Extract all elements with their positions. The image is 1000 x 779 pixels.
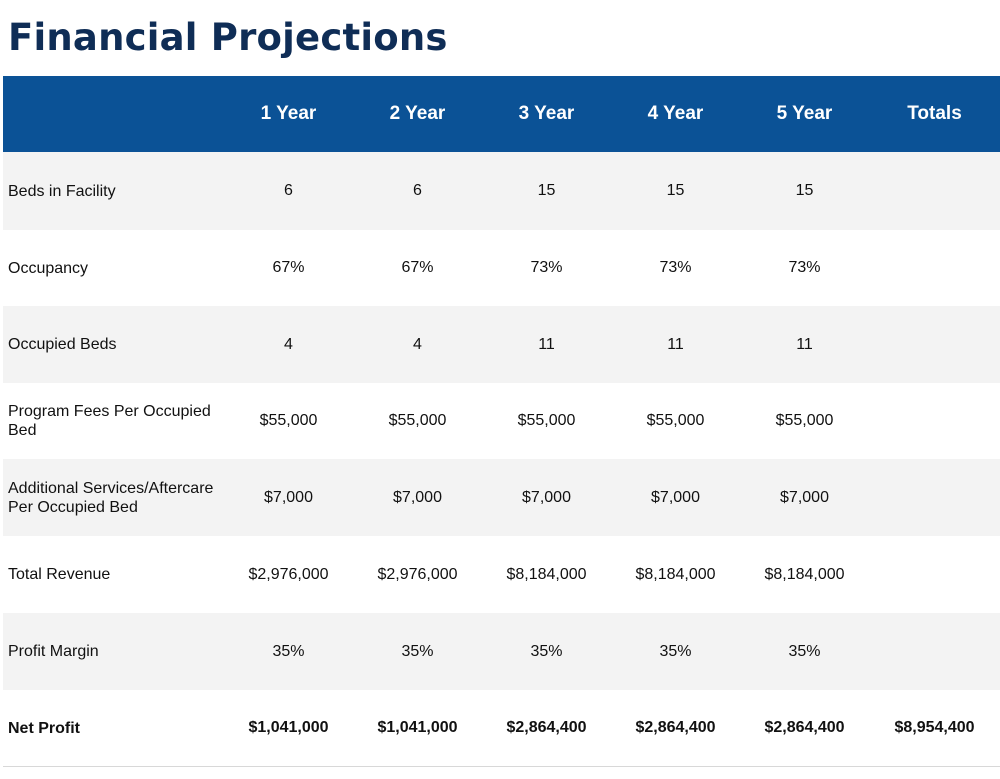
table-cell: $7,000 — [780, 488, 829, 506]
table-cell: $55,000 — [646, 412, 705, 429]
row-label: Total Revenue — [8, 566, 111, 583]
table-cell: $8,184,000 — [635, 565, 716, 583]
table-row: Profit Margin 35% 35% 35% 35% 35% — [3, 613, 1000, 690]
table-row: Beds in Facility 6 6 15 15 15 — [3, 152, 1000, 230]
table-cell — [869, 536, 1000, 613]
table-cell: $2,864,400 — [764, 719, 845, 736]
table-cell: 4 — [413, 335, 422, 353]
row-label: Profit Margin — [8, 643, 99, 660]
table-cell: $55,000 — [775, 412, 834, 429]
table-cell: 35% — [530, 642, 563, 660]
header-cell-year-2: 2 Year — [389, 103, 446, 124]
table-cell: 11 — [796, 335, 813, 353]
table-cell: $2,976,000 — [248, 565, 329, 583]
table-cell: $8,184,000 — [506, 565, 587, 583]
row-label: Occupied Beds — [8, 336, 117, 353]
table-cell — [869, 152, 1000, 230]
row-label: Additional Services/Aftercare Per Occupi… — [8, 479, 214, 516]
table-cell: 35% — [788, 642, 821, 660]
financial-projections-table: 1 Year 2 Year 3 Year 4 Year 5 Year Total… — [3, 76, 1000, 766]
header-cell-year-1: 1 Year — [260, 103, 317, 124]
page-title: Financial Projections — [8, 16, 448, 59]
table-row: Occupancy 67% 67% 73% 73% 73% — [3, 230, 1000, 306]
table-row: Total Revenue $2,976,000 $2,976,000 $8,1… — [3, 536, 1000, 613]
table-cell: 73% — [659, 259, 692, 276]
table-cell: $7,000 — [264, 488, 313, 506]
header-cell-year-3: 3 Year — [518, 103, 575, 124]
row-label: Program Fees Per Occupied Bed — [8, 403, 211, 439]
row-label: Beds in Facility — [8, 182, 116, 200]
table-cell: 15 — [795, 182, 814, 199]
table-bottom-divider — [3, 766, 1000, 767]
table-cell: 11 — [667, 335, 684, 353]
table-cell: 35% — [272, 642, 305, 660]
table-cell: $1,041,000 — [248, 719, 329, 736]
table-cell — [869, 613, 1000, 690]
table-cell — [869, 230, 1000, 306]
table-cell: 67% — [272, 259, 305, 276]
table-cell — [869, 459, 1000, 536]
table-cell — [869, 306, 1000, 383]
header-cell-totals: Totals — [907, 103, 962, 124]
table-cell: 73% — [530, 259, 563, 276]
table-row: Program Fees Per Occupied Bed $55,000 $5… — [3, 383, 1000, 459]
table-cell: $2,976,000 — [377, 565, 458, 583]
table-cell: 11 — [538, 335, 555, 353]
header-cell-year-4: 4 Year — [647, 103, 704, 124]
table-cell-total: $8,954,400 — [894, 719, 975, 736]
table-cell: 15 — [666, 182, 685, 199]
table-cell: $8,184,000 — [764, 565, 845, 583]
table-cell: 35% — [401, 642, 434, 660]
table-cell: $7,000 — [651, 488, 700, 506]
header-cell-blank — [3, 76, 224, 152]
table-cell: $2,864,400 — [506, 719, 587, 736]
table-cell — [869, 383, 1000, 459]
table-cell: $55,000 — [259, 412, 318, 429]
table-row: Additional Services/Aftercare Per Occupi… — [3, 459, 1000, 536]
table-cell: 73% — [788, 259, 821, 276]
table-cell: $55,000 — [517, 412, 576, 429]
table-cell: 4 — [284, 335, 293, 353]
row-label: Net Profit — [8, 719, 80, 737]
table-row: Occupied Beds 4 4 11 11 11 — [3, 306, 1000, 383]
table-cell: $55,000 — [388, 412, 447, 429]
table-cell: $2,864,400 — [635, 719, 716, 736]
table-cell: $7,000 — [522, 488, 571, 506]
table-cell: 35% — [659, 642, 692, 660]
table-cell: 67% — [401, 259, 434, 276]
table-cell: 6 — [413, 182, 422, 199]
table-row-net-profit: Net Profit $1,041,000 $1,041,000 $2,864,… — [3, 690, 1000, 766]
table-header-row: 1 Year 2 Year 3 Year 4 Year 5 Year Total… — [3, 76, 1000, 152]
table-cell: 6 — [284, 182, 293, 199]
table-cell: 15 — [537, 182, 556, 199]
table-cell: $7,000 — [393, 488, 442, 506]
table-cell: $1,041,000 — [377, 719, 458, 736]
row-label: Occupancy — [8, 259, 89, 277]
header-cell-year-5: 5 Year — [776, 103, 833, 124]
